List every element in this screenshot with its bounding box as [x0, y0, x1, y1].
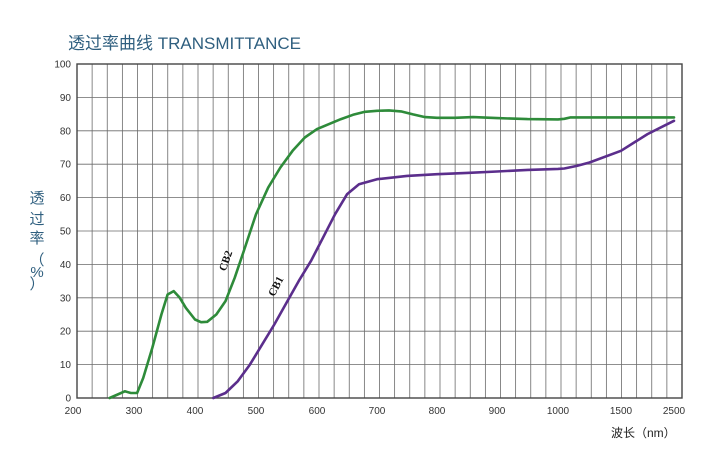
- y-axis-label-char: 透: [29, 190, 44, 207]
- x-tick-label: 200: [65, 406, 82, 417]
- x-tick-label: 300: [126, 406, 143, 417]
- y-tick-label: 30: [60, 293, 72, 304]
- grid-layer: [77, 63, 682, 399]
- series-label-cb2: CB2: [217, 249, 236, 273]
- x-tick-label: 2500: [663, 406, 686, 417]
- y-tick-label: 90: [60, 93, 72, 104]
- series-line-cb1: [212, 119, 676, 400]
- x-tick-label: 500: [248, 406, 265, 417]
- y-axis-label-char: %: [30, 264, 43, 281]
- plot-frame: [76, 63, 683, 399]
- x-tick-label: 1500: [610, 406, 633, 417]
- x-tick-label: 800: [429, 406, 446, 417]
- x-tick-label: 400: [187, 406, 204, 417]
- y-tick-label: 70: [60, 160, 72, 171]
- y-axis-label-char: 率: [29, 230, 44, 247]
- y-axis-label-char: ）: [29, 276, 44, 293]
- series-layer: [108, 109, 676, 400]
- y-tick-label: 50: [60, 227, 72, 238]
- y-tick-label: 60: [60, 193, 72, 204]
- x-axis-label: 波长（nm）: [611, 426, 676, 440]
- series-line-cb2: [108, 109, 676, 400]
- x-tick-label: 700: [369, 406, 386, 417]
- y-tick-label: 80: [60, 126, 72, 137]
- y-tick-label: 100: [54, 60, 71, 71]
- x-tick-label: 900: [489, 406, 506, 417]
- chart-title: 透过率曲线 TRANSMITTANCE: [68, 34, 301, 53]
- x-tick-label: 600: [309, 406, 326, 417]
- y-axis-label-char: （: [29, 252, 44, 269]
- y-tick-label: 20: [60, 327, 72, 338]
- x-tick-label: 1000: [547, 406, 570, 417]
- y-axis-label-char: 过: [29, 211, 44, 228]
- y-tick-label: 0: [65, 394, 71, 405]
- y-tick-label: 40: [60, 260, 72, 271]
- y-tick-label: 10: [60, 360, 72, 371]
- axes-layer: [76, 63, 683, 399]
- series-label-cb1: CB1: [266, 275, 286, 299]
